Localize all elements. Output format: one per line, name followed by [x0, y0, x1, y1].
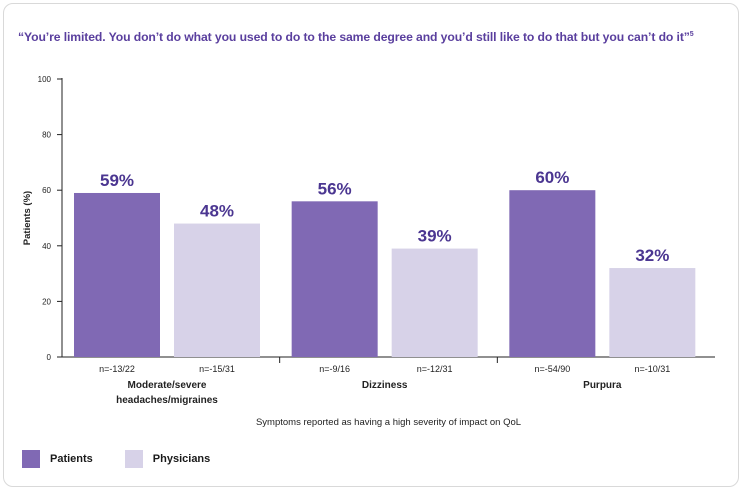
- legend: Patients Physicians: [22, 450, 242, 468]
- bar-physicians: [174, 223, 260, 357]
- bar-value-label: 39%: [418, 227, 452, 246]
- legend-swatch-physicians: [124, 450, 143, 468]
- bar-n-label: n=-12/31: [417, 364, 453, 374]
- bar-patients: [74, 192, 160, 357]
- legend-item-patients: Patients: [22, 450, 93, 468]
- category-label: Purpura: [583, 380, 622, 391]
- y-tick-label: 40: [42, 242, 51, 251]
- bar-n-label: n=-10/31: [634, 364, 670, 374]
- category-label: Dizziness: [362, 380, 408, 391]
- chart-title-text: “You’re limited. You don’t do what you u…: [18, 30, 690, 44]
- bar-n-label: n=-15/31: [199, 364, 235, 374]
- chart-title: “You’re limited. You don’t do what you u…: [18, 30, 728, 44]
- category-label: headaches/migraines: [116, 395, 218, 406]
- y-tick-label: 20: [42, 297, 51, 306]
- y-tick-label: 100: [38, 75, 52, 84]
- x-axis-title: Symptoms reported as having a high sever…: [256, 417, 521, 428]
- bar-n-label: n=-13/22: [99, 364, 135, 374]
- y-tick-label: 60: [42, 186, 51, 195]
- legend-label-physicians: Physicians: [152, 453, 211, 465]
- bar-patients: [291, 201, 378, 357]
- bar-patients: [509, 190, 596, 357]
- legend-label-patients: Patients: [50, 453, 93, 465]
- y-axis-title: Patients (%): [22, 191, 33, 245]
- category-label: Moderate/severe: [128, 380, 207, 391]
- bar-physicians: [391, 248, 478, 357]
- bar-value-label: 56%: [318, 179, 352, 198]
- bar-n-label: n=-9/16: [319, 364, 350, 374]
- bar-physicians: [609, 268, 696, 357]
- bar-n-label: n=-54/90: [534, 364, 570, 374]
- y-tick-label: 80: [42, 131, 51, 140]
- bar-value-label: 59%: [100, 171, 134, 190]
- bar-value-label: 32%: [635, 246, 669, 265]
- y-tick-label: 0: [47, 353, 52, 362]
- legend-swatch-patients: [22, 450, 40, 468]
- bar-value-label: 60%: [535, 168, 569, 187]
- chart-title-reference: 5: [689, 30, 694, 38]
- legend-item-physicians: Physicians: [124, 450, 211, 468]
- bar-value-label: 48%: [200, 202, 234, 221]
